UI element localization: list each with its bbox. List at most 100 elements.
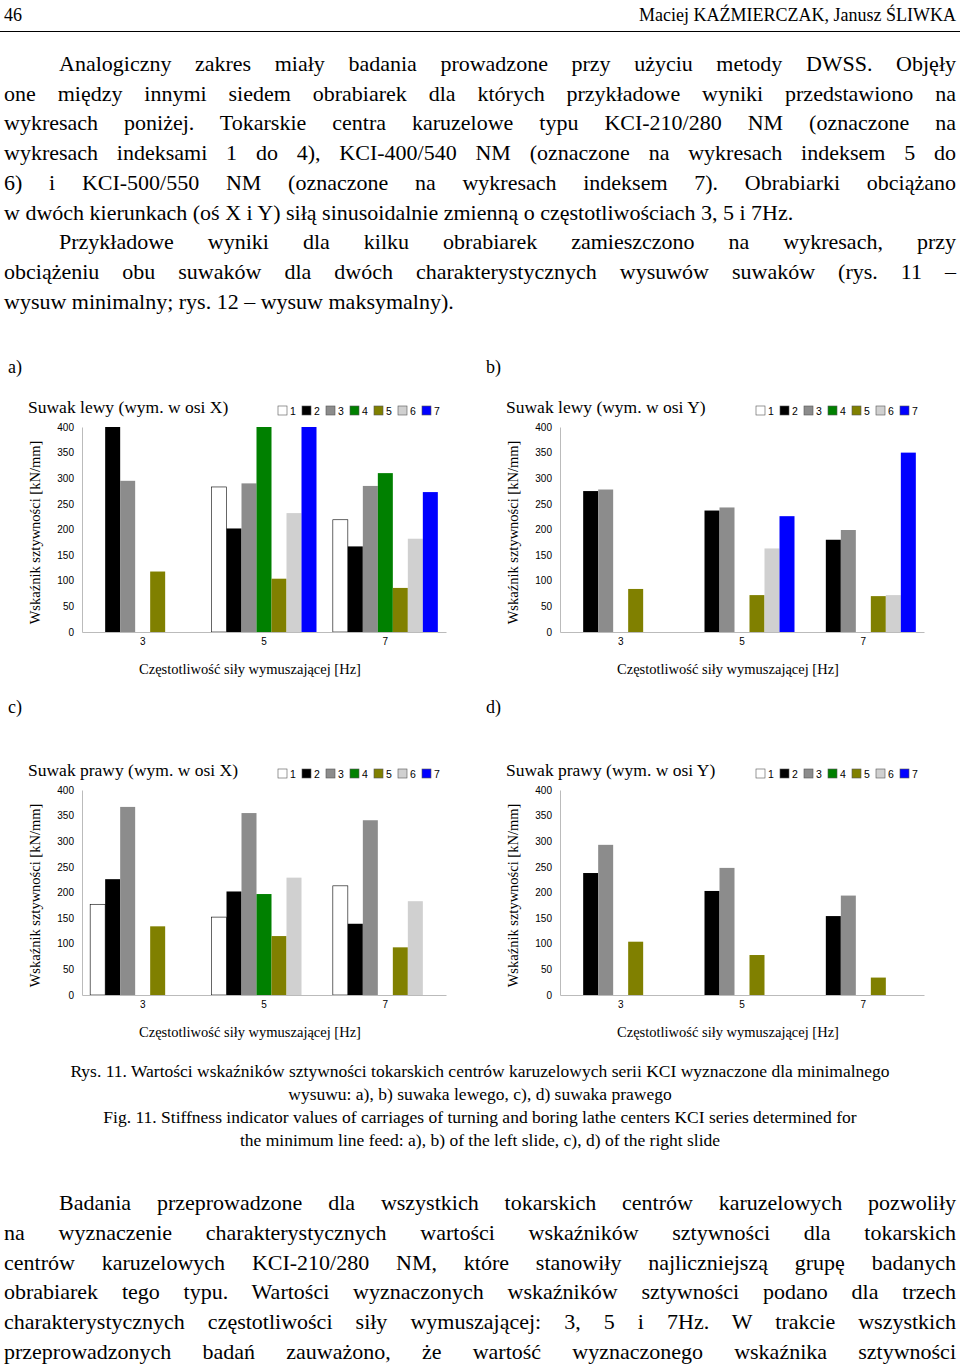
y-tick: 100: [535, 575, 560, 586]
axis-line: [560, 791, 561, 996]
legend-label: 3: [338, 768, 344, 780]
y-tick: 200: [535, 887, 560, 898]
caption-line: wysuwu: a), b) suwaka lewego, c), d) suw…: [0, 1083, 960, 1106]
x-axis: 3 5 7: [561, 632, 925, 647]
bar: [242, 483, 257, 632]
bar: [150, 572, 165, 632]
tick-label: 5: [261, 636, 267, 647]
bar: [363, 820, 378, 995]
plot-area: [583, 453, 916, 632]
axis-line: [560, 428, 561, 633]
y-tick: 250: [535, 862, 560, 873]
tick-label: 0: [546, 990, 552, 1001]
paragraph-line: one między innymi siedem obrabiarek dla …: [4, 79, 956, 109]
bar: [105, 879, 120, 995]
bar: [705, 511, 720, 632]
legend-swatch: [852, 406, 861, 415]
tick-label: 5: [261, 999, 267, 1010]
tick-label: 5: [739, 636, 745, 647]
y-axis-title: Wskaźnik sztywności [kN/mm]: [27, 441, 43, 625]
bar: [90, 904, 105, 995]
legend-swatch: [828, 406, 837, 415]
panel-label: a): [8, 355, 48, 379]
y-tick: 350: [535, 447, 560, 458]
x-axis-title: Częstotliwość siły wymuszającej [Hz]: [617, 1024, 839, 1040]
legend-swatch: [756, 406, 765, 415]
legend-swatch: [900, 406, 909, 415]
legend-label: 2: [792, 768, 798, 780]
bar: [348, 924, 363, 995]
bar: [583, 491, 598, 632]
axis-line: [561, 632, 925, 633]
legend-label: 1: [290, 768, 296, 780]
y-tick: 400: [535, 422, 560, 433]
tick-label: 50: [63, 964, 75, 975]
tick-label: 350: [535, 810, 552, 821]
legend-swatch: [302, 769, 311, 778]
legend-label: 7: [912, 405, 918, 417]
x-axis-title: Częstotliwość siły wymuszającej [Hz]: [139, 1024, 361, 1040]
legend-label: 1: [768, 768, 774, 780]
y-tick: 350: [535, 810, 560, 821]
y-tick: 0: [546, 627, 560, 638]
bar: [583, 873, 598, 995]
legend-label: 3: [816, 768, 822, 780]
x-tick: 5: [261, 632, 267, 647]
x-tick: 5: [739, 995, 745, 1010]
y-tick: 50: [541, 601, 560, 612]
caption-line: the minimum line feed: a), b) of the lef…: [0, 1129, 960, 1152]
bar: [765, 548, 780, 632]
axis-line: [561, 995, 925, 996]
x-tick: 3: [618, 632, 624, 647]
paragraph-line: na wyznaczenie charakterystycznych warto…: [4, 1218, 956, 1248]
y-axis: 050100150200250300350400: [535, 785, 560, 1001]
x-tick: 3: [618, 995, 624, 1010]
tick-label: 350: [535, 447, 552, 458]
bar: [212, 487, 227, 632]
tick-label: 0: [546, 627, 552, 638]
axis-line: [82, 791, 83, 996]
bar: [826, 540, 841, 632]
legend-label: 5: [864, 405, 870, 417]
panel-label: b): [486, 355, 526, 379]
bar: [826, 916, 841, 995]
paragraph-line: obrabiarek tego typu. Wartości wyznaczon…: [4, 1277, 956, 1307]
chart: Suwak lewy (wym. w osi X)123456705010015…: [0, 390, 478, 690]
legend-label: 3: [816, 405, 822, 417]
tick-label: 400: [535, 785, 552, 796]
tick-label: 7: [383, 999, 389, 1010]
bar: [408, 901, 423, 995]
bar: [348, 546, 363, 632]
x-tick: 5: [261, 995, 267, 1010]
bar: [105, 427, 120, 632]
tick-label: 250: [57, 862, 74, 873]
bar: [871, 596, 886, 632]
legend-swatch: [422, 769, 431, 778]
y-tick: 100: [535, 938, 560, 949]
y-tick: 200: [57, 887, 82, 898]
y-tick: 250: [57, 862, 82, 873]
tick-label: 100: [57, 575, 74, 586]
bar: [272, 579, 287, 632]
paragraph-line: wysuw minimalny; rys. 12 – wysuw maksyma…: [4, 287, 956, 317]
y-tick: 400: [57, 422, 82, 433]
tick-label: 300: [535, 473, 552, 484]
bar: [120, 807, 135, 995]
paragraph-line: wykresach indeksami 1 do 4), KCI-400/540…: [4, 138, 956, 168]
paragraph-line: Analogiczny zakres miały badania prowadz…: [4, 49, 956, 79]
legend-label: 7: [434, 405, 440, 417]
legend-swatch: [398, 769, 407, 778]
y-axis-title: Wskaźnik sztywności [kN/mm]: [505, 441, 521, 625]
bar: [408, 539, 423, 632]
panel-label: c): [8, 695, 48, 719]
x-tick: 7: [861, 632, 867, 647]
axis-line: [82, 428, 83, 633]
bar: [393, 588, 408, 632]
x-axis-title: Częstotliwość siły wymuszającej [Hz]: [139, 661, 361, 677]
tick-label: 0: [68, 627, 74, 638]
bar: [242, 813, 257, 995]
legend-swatch: [350, 769, 359, 778]
y-tick: 100: [57, 938, 82, 949]
tick-label: 100: [535, 938, 552, 949]
y-tick: 50: [63, 601, 82, 612]
